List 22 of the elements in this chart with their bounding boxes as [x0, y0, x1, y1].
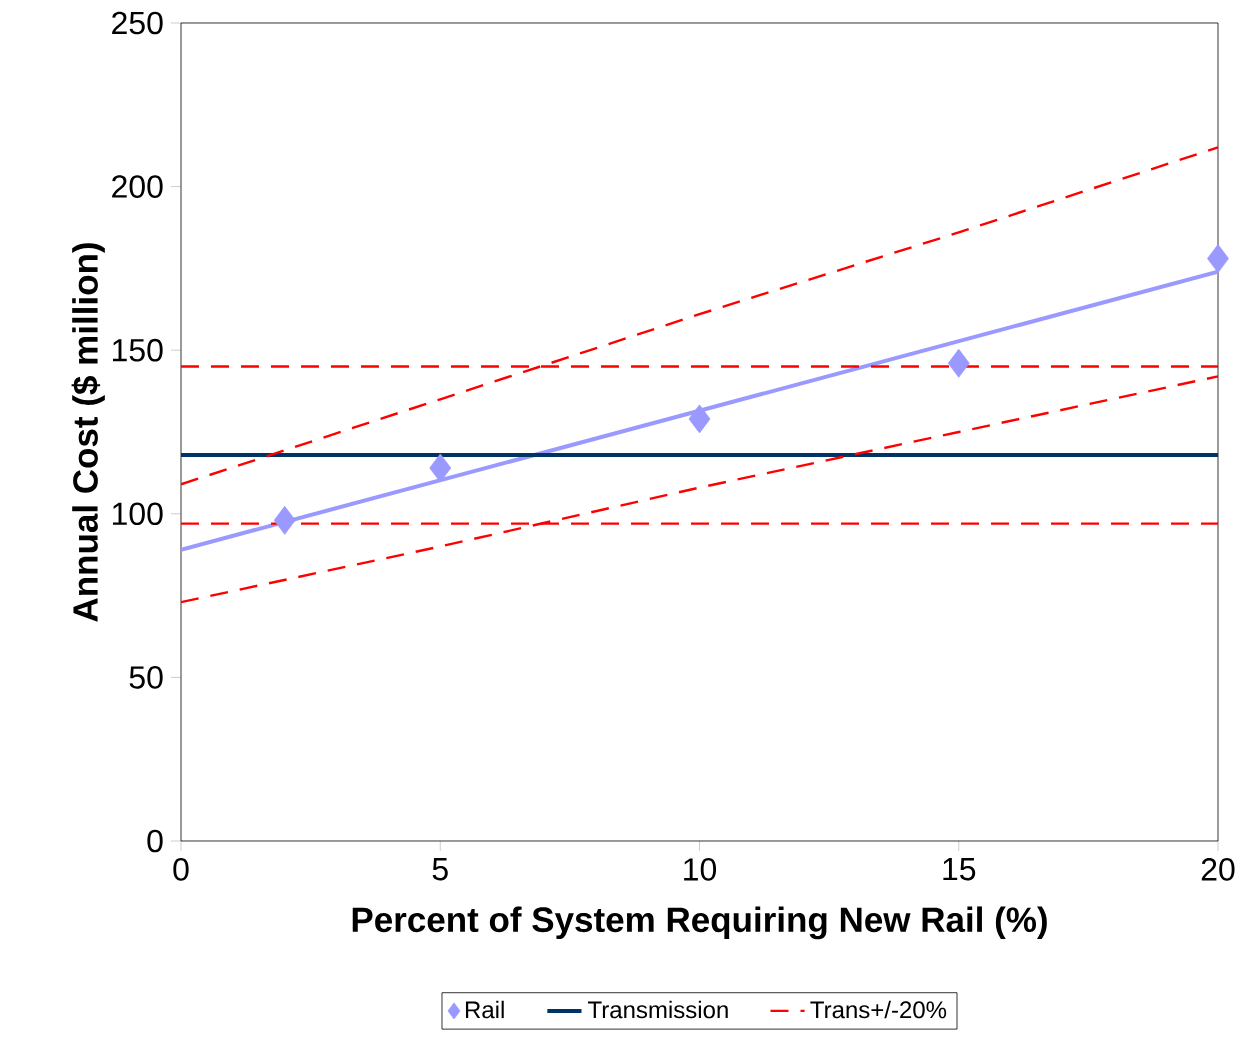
legend-label: Trans+/-20%: [810, 1000, 947, 1019]
legend-label: Transmission: [588, 1000, 728, 1019]
y-tick-label: 150: [112, 338, 163, 362]
y-tick-label: 100: [112, 502, 163, 526]
point: [273, 505, 296, 535]
legend-label: Rail: [465, 1000, 504, 1019]
y-tick-label: 200: [112, 175, 163, 198]
y-tick-label: 50: [129, 666, 163, 689]
line-series: [181, 146, 1219, 486]
x-tick-label: 5: [432, 858, 448, 881]
point: [947, 348, 970, 378]
x-tick-label: 10: [684, 858, 717, 881]
point: [1207, 244, 1229, 273]
point: [688, 404, 711, 434]
y-axis-title: Annual Cost ($ million): [71, 243, 105, 622]
y-tick-label: 250: [112, 11, 163, 35]
line-series: [181, 375, 1219, 604]
x-axis-title: Percent of System Requiring New Rail (%): [352, 906, 1047, 940]
y-tick-label: 0: [147, 829, 163, 853]
x-tick-label: 0: [173, 858, 189, 881]
x-tick-label: 15: [943, 858, 976, 881]
x-tick-label: 20: [1201, 858, 1235, 881]
